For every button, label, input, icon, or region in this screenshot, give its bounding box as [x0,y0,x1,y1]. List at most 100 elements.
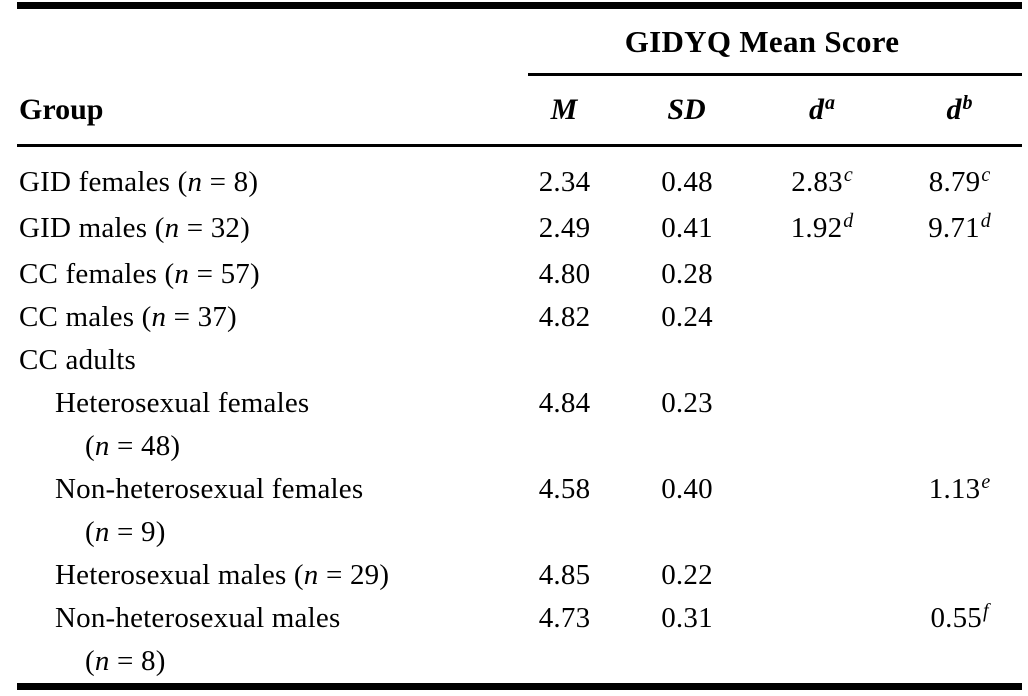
row-sample-size: (n = 8) [85,645,166,677]
cell-m: 4.84 [538,387,591,419]
footnote-marker: f [983,600,989,622]
n-symbol: n [174,258,190,290]
header-label: d [809,92,824,126]
footnote-marker: d [980,210,991,232]
cell-sd: 0.28 [661,258,713,290]
table-row: Non-heterosexual females (n = 9) 4.58 0.40 1… [17,468,1022,554]
cell-sd [627,339,747,382]
header-label: SD [667,92,706,126]
n-symbol: n [151,301,167,333]
header-label: M [550,92,578,126]
cell-db [897,554,1022,597]
cell-da: 1.92d [790,210,854,244]
row-sample-size: (n = 57) [157,258,260,290]
cell-db: 9.71d [928,210,991,244]
cell-m: 2.49 [538,212,591,244]
cell-db [897,339,1022,382]
row-label: Non-heterosexual males [55,602,341,634]
row-group-cell: Non-heterosexual females (n = 9) [17,468,502,554]
column-header-da: da [747,75,897,147]
row-group-cell: Non-heterosexual males (n = 8) [17,597,502,687]
column-header-db: db [897,75,1023,147]
row-label: GID males [19,212,148,244]
spanner-empty-cell [17,6,502,76]
cell-sd: 0.24 [661,301,713,333]
table-row: Non-heterosexual males (n = 8) 4.73 0.31 0.5… [17,597,1022,687]
row-group-cell: CC adults [17,339,502,382]
cell-db: 8.79c [928,164,991,198]
cell-sd: 0.40 [661,473,713,505]
column-header-sd: SD [627,75,747,147]
cell-m: 4.80 [538,258,591,290]
table-row: CC adults [17,339,1022,382]
row-group-cell: CC males (n = 37) [17,296,502,339]
row-label: CC males [19,301,135,333]
n-symbol: n [94,516,110,548]
row-label: CC females [19,258,158,290]
row-group-cell: Heterosexual females (n = 48) [17,382,502,468]
table-row: Heterosexual males (n = 29) 4.85 0.22 [17,554,1022,597]
row-label: Heterosexual males [55,559,287,591]
n-symbol: n [164,212,180,244]
row-label: Non-heterosexual females [55,473,364,505]
footnote-marker: e [981,471,991,493]
cell-da [747,554,897,597]
cell-da [747,468,897,554]
header-superscript: b [962,91,973,114]
table-row: Heterosexual females (n = 48) 4.84 0.23 [17,382,1022,468]
cell-sd: 0.23 [661,387,713,419]
cell-da [747,597,897,687]
gidyq-stats-table: GIDYQ Mean Score Group M SD da db GID fe… [17,2,1023,690]
footnote-marker: c [981,164,991,186]
row-label: GID females [19,166,171,198]
cell-db [897,253,1022,296]
table-row: GID males (n = 32) 2.49 0.41 1.92d 9.71d [17,207,1022,253]
cell-m: 4.58 [538,473,591,505]
cell-sd: 0.31 [661,602,713,634]
cell-da [747,382,897,468]
cell-m: 4.85 [538,559,591,591]
row-sample-size: (n = 29) [286,559,390,591]
n-symbol: n [187,166,203,198]
row-group-cell: GID females (n = 8) [17,146,502,208]
cell-da: 2.83c [791,164,853,198]
table-row: CC females (n = 57) 4.80 0.28 [17,253,1022,296]
table-body: GID females (n = 8) 2.34 0.48 2.83c 8.79c GID… [17,146,1022,687]
row-sample-size: (n = 48) [85,430,181,462]
cell-m [502,339,627,382]
cell-db [897,296,1022,339]
cell-sd: 0.41 [661,212,713,244]
cell-sd: 0.22 [661,559,713,591]
cell-da [747,253,897,296]
cell-db: 0.55f [930,600,989,634]
row-group-cell: GID males (n = 32) [17,207,502,253]
cell-db [897,382,1022,468]
cell-sd: 0.48 [661,166,713,198]
cell-da [747,296,897,339]
cell-db: 1.13e [928,471,991,505]
n-symbol: n [94,430,110,462]
row-group-cell: Heterosexual males (n = 29) [17,554,502,597]
n-symbol: n [94,645,110,677]
row-sample-size: (n = 8) [170,166,259,198]
spanner-row: GIDYQ Mean Score [17,6,1023,76]
row-sample-size: (n = 37) [134,301,237,333]
row-sample-size: (n = 32) [147,212,250,244]
cell-da [747,339,897,382]
spanner-heading: GIDYQ Mean Score [502,6,1023,76]
table-header: GIDYQ Mean Score Group M SD da db [17,6,1023,147]
footnote-marker: c [843,164,853,186]
column-header-m: M [502,75,627,147]
row-label: Heterosexual females [55,387,310,419]
cell-m: 2.34 [538,166,591,198]
group-column-header: Group [17,75,502,147]
n-symbol: n [303,559,319,591]
table-row: GID females (n = 8) 2.34 0.48 2.83c 8.79c [17,146,1022,208]
cell-m: 4.73 [538,602,591,634]
row-group-cell: CC females (n = 57) [17,253,502,296]
header-label: d [946,92,962,126]
header-superscript: a [825,91,835,114]
cell-m: 4.82 [538,301,591,333]
row-label: CC adults [19,344,137,376]
